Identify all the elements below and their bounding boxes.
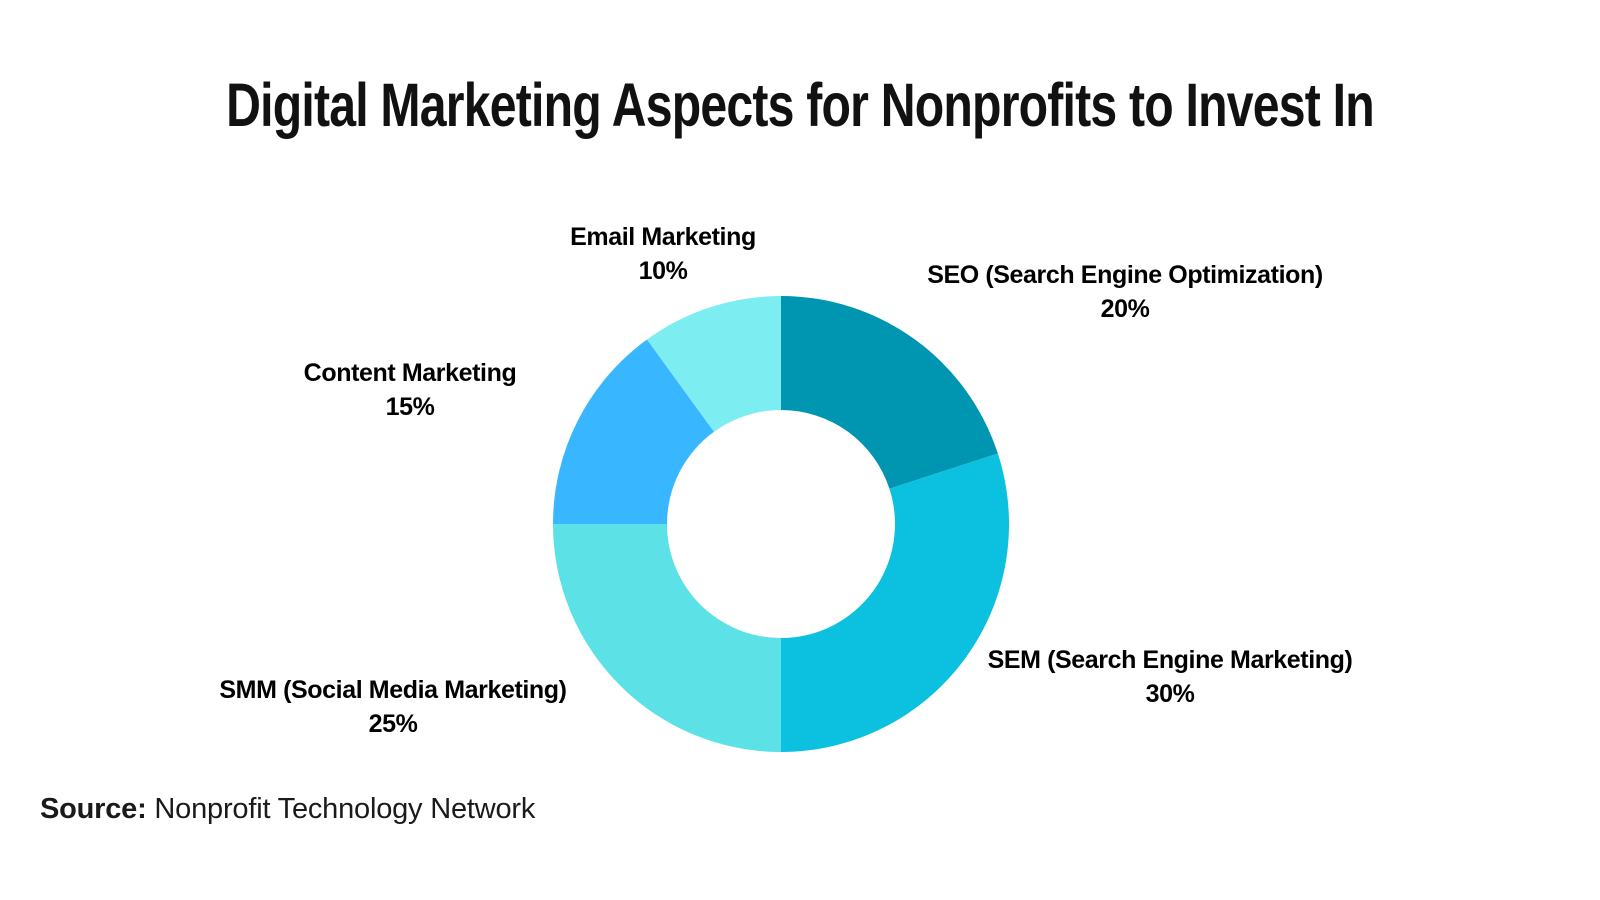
label-smm-name: SMM (Social Media Marketing) [219,676,567,704]
slice-smm [553,524,781,752]
label-content-marketing: Content Marketing 15% [180,356,640,424]
slice-email [646,296,781,432]
chart-title: Digital Marketing Aspects for Nonprofits… [226,71,1375,139]
label-email-marketing: Email Marketing 10% [433,220,893,288]
source-text: Nonprofit Technology Network [146,793,536,825]
label-seo: SEO (Search Engine Optimization) 20% [895,258,1355,326]
donut-chart-svg [553,296,1009,752]
label-content-marketing-value: 15% [385,393,435,421]
label-seo-name: SEO (Search Engine Optimization) [927,261,1323,289]
label-seo-value: 20% [1100,295,1150,323]
source-label: Source: [40,793,147,825]
source-line: Source: Nonprofit Technology Network [40,793,535,826]
label-smm: SMM (Social Media Marketing) 25% [163,673,623,741]
slice-content [553,339,714,524]
donut-chart [553,296,1009,752]
label-email-marketing-name: Email Marketing [570,223,756,251]
label-email-marketing-value: 10% [638,257,688,285]
slice-seo [781,296,998,489]
slice-sem [781,453,1009,752]
label-sem-value: 30% [1145,680,1195,708]
label-sem: SEM (Search Engine Marketing) 30% [940,643,1400,711]
label-smm-value: 25% [368,710,418,738]
label-sem-name: SEM (Search Engine Marketing) [987,646,1353,674]
label-content-marketing-name: Content Marketing [303,359,517,387]
